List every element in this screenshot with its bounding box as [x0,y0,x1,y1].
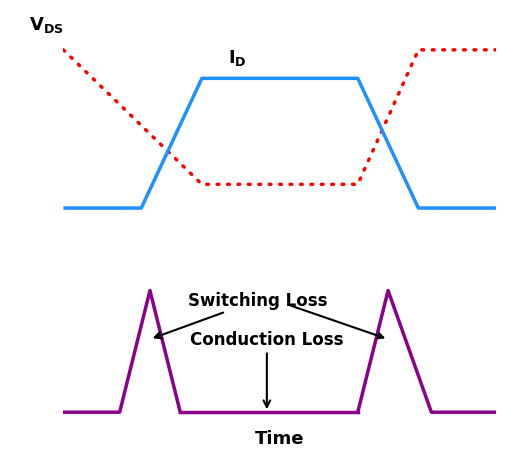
Text: Time: Time [255,429,305,447]
Text: Switching Loss: Switching Loss [155,291,328,339]
Text: Conduction Loss: Conduction Loss [190,330,344,407]
Text: $\mathregular{V_{DS}}$: $\mathregular{V_{DS}}$ [29,15,63,35]
Text: $\mathregular{I_D}$: $\mathregular{I_D}$ [228,48,247,68]
